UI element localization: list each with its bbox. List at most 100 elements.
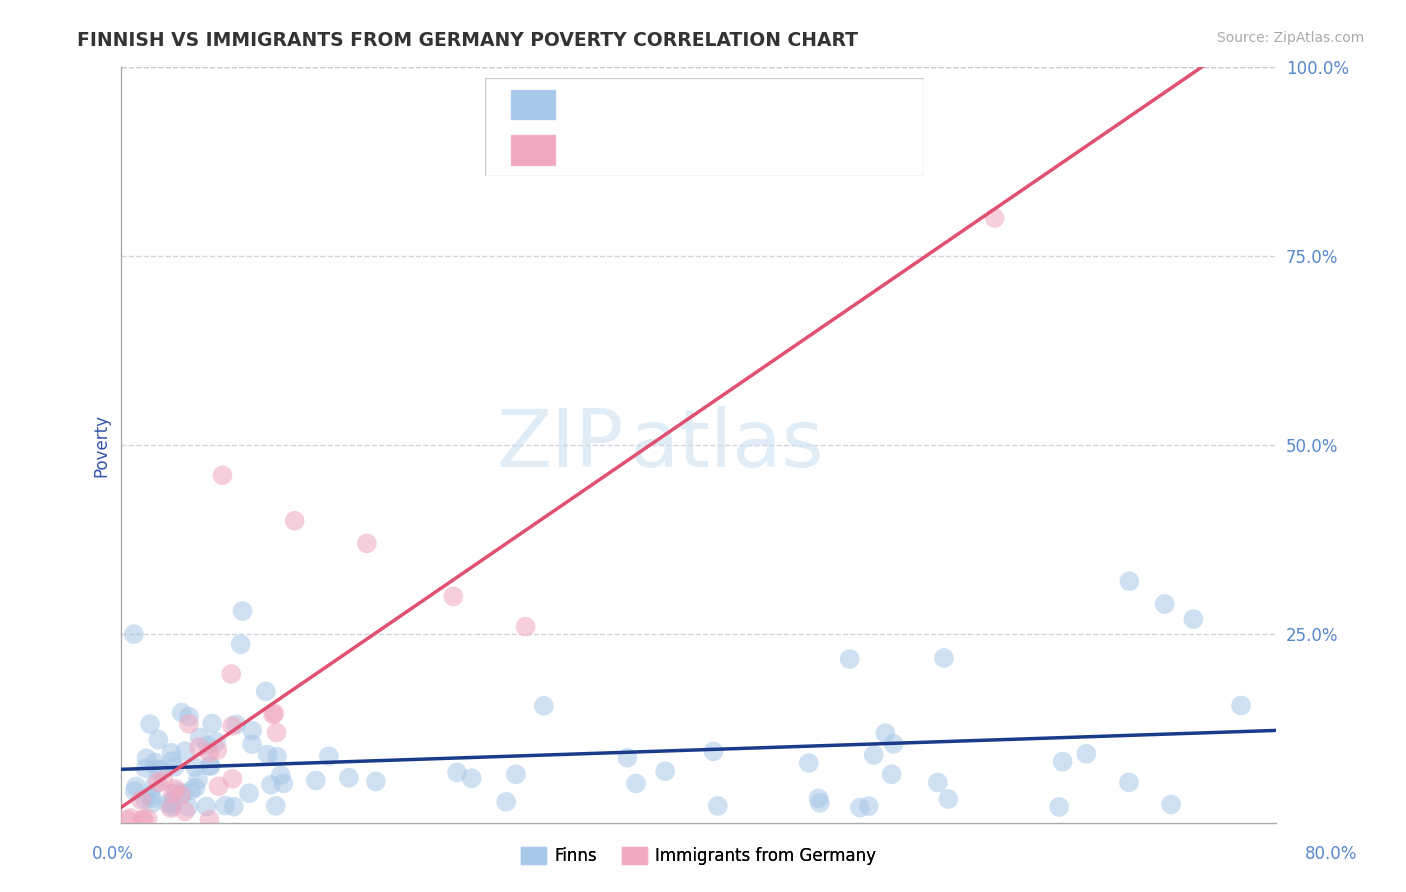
- Point: [808, 796, 831, 810]
- Text: atlas: atlas: [630, 406, 824, 484]
- Point: [136, 812, 159, 826]
- Point: [143, 778, 166, 792]
- Point: [1160, 797, 1182, 812]
- Point: [160, 801, 183, 815]
- Point: [880, 767, 903, 781]
- Point: [184, 760, 207, 774]
- Point: [211, 468, 233, 483]
- Point: [184, 780, 207, 795]
- Point: [160, 746, 183, 760]
- Point: [160, 794, 183, 808]
- Legend: Finns, Immigrants from Germany: Finns, Immigrants from Germany: [515, 840, 883, 871]
- Point: [180, 783, 202, 797]
- Point: [172, 786, 194, 800]
- Point: [654, 764, 676, 779]
- Point: [441, 590, 464, 604]
- Point: [858, 799, 880, 814]
- Point: [875, 726, 897, 740]
- Point: [162, 787, 184, 801]
- Point: [221, 719, 243, 733]
- Point: [707, 798, 730, 813]
- Point: [270, 768, 292, 782]
- Point: [262, 707, 284, 722]
- Y-axis label: Poverty: Poverty: [93, 414, 110, 476]
- Point: [515, 620, 537, 634]
- Point: [849, 800, 872, 814]
- Point: [174, 805, 197, 819]
- Point: [177, 800, 200, 814]
- Point: [163, 760, 186, 774]
- Point: [141, 791, 163, 805]
- Point: [198, 746, 221, 760]
- Point: [263, 706, 285, 721]
- Point: [198, 758, 221, 772]
- Point: [446, 765, 468, 780]
- Point: [273, 776, 295, 790]
- Point: [207, 779, 229, 793]
- Point: [240, 723, 263, 738]
- Point: [1118, 775, 1140, 789]
- Point: [364, 774, 387, 789]
- Point: [1182, 612, 1205, 626]
- Point: [256, 747, 278, 762]
- Point: [165, 781, 187, 796]
- Point: [222, 799, 245, 814]
- Text: Source: ZipAtlas.com: Source: ZipAtlas.com: [1216, 31, 1364, 45]
- Point: [135, 751, 157, 765]
- Point: [1052, 755, 1074, 769]
- Point: [205, 735, 228, 749]
- Point: [187, 772, 209, 787]
- Point: [505, 767, 527, 781]
- Point: [807, 791, 830, 805]
- Point: [533, 698, 555, 713]
- Point: [134, 761, 156, 775]
- Point: [188, 731, 211, 745]
- Point: [152, 773, 174, 788]
- Point: [927, 775, 949, 789]
- Point: [337, 771, 360, 785]
- Point: [146, 775, 169, 789]
- Point: [284, 514, 307, 528]
- Point: [702, 744, 724, 758]
- Point: [177, 716, 200, 731]
- Point: [132, 813, 155, 827]
- Point: [129, 793, 152, 807]
- Point: [1153, 597, 1175, 611]
- Point: [221, 772, 243, 786]
- Point: [148, 732, 170, 747]
- Point: [238, 786, 260, 800]
- Point: [156, 797, 179, 811]
- Point: [797, 756, 820, 770]
- Point: [149, 763, 172, 777]
- Point: [1076, 747, 1098, 761]
- Point: [932, 651, 955, 665]
- Point: [883, 737, 905, 751]
- Point: [254, 684, 277, 698]
- Point: [160, 799, 183, 814]
- Point: [260, 778, 283, 792]
- Point: [174, 744, 197, 758]
- Point: [197, 738, 219, 752]
- Point: [162, 797, 184, 811]
- Point: [139, 717, 162, 731]
- Point: [177, 709, 200, 723]
- Point: [495, 795, 517, 809]
- Point: [170, 706, 193, 720]
- Point: [266, 749, 288, 764]
- Point: [143, 756, 166, 770]
- Point: [195, 799, 218, 814]
- Point: [616, 750, 638, 764]
- Point: [983, 211, 1005, 225]
- Point: [125, 780, 148, 794]
- Point: [124, 784, 146, 798]
- Point: [624, 776, 647, 790]
- Point: [225, 717, 247, 731]
- Point: [170, 788, 193, 802]
- Point: [141, 796, 163, 810]
- Point: [207, 743, 229, 757]
- Point: [264, 798, 287, 813]
- Point: [1230, 698, 1253, 713]
- Point: [356, 536, 378, 550]
- Text: 80.0%: 80.0%: [1305, 846, 1357, 863]
- Point: [134, 792, 156, 806]
